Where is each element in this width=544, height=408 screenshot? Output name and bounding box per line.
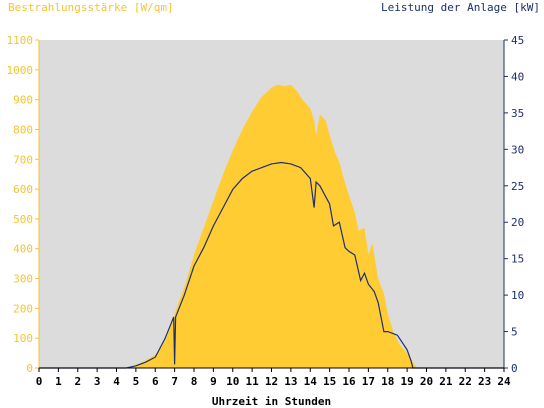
y-right-tick-label: 0 bbox=[511, 362, 518, 375]
x-tick-label: 16 bbox=[342, 375, 356, 388]
y-left-tick-label: 1000 bbox=[7, 64, 34, 77]
y-right-tick-label: 10 bbox=[511, 289, 524, 302]
x-tick-label: 5 bbox=[133, 375, 140, 388]
x-tick-label: 19 bbox=[401, 375, 414, 388]
x-tick-label: 11 bbox=[246, 375, 260, 388]
left-axis-title: Bestrahlungsstärke [W/qm] bbox=[8, 1, 174, 14]
x-tick-label: 23 bbox=[478, 375, 491, 388]
x-tick-label: 21 bbox=[439, 375, 453, 388]
y-left-tick-label: 700 bbox=[13, 153, 33, 166]
x-tick-label: 22 bbox=[459, 375, 472, 388]
x-tick-label: 12 bbox=[265, 375, 278, 388]
x-tick-label: 4 bbox=[113, 375, 120, 388]
y-right-tick-label: 40 bbox=[511, 70, 524, 83]
x-tick-label: 2 bbox=[74, 375, 81, 388]
y-left-tick-label: 800 bbox=[13, 123, 33, 136]
y-left-tick-label: 1100 bbox=[7, 34, 34, 47]
y-left-tick-label: 500 bbox=[13, 213, 33, 226]
x-tick-label: 3 bbox=[94, 375, 101, 388]
x-tick-label: 15 bbox=[323, 375, 336, 388]
y-right-tick-label: 15 bbox=[511, 253, 524, 266]
x-tick-label: 24 bbox=[497, 375, 511, 388]
x-tick-label: 6 bbox=[152, 375, 159, 388]
x-tick-label: 8 bbox=[191, 375, 198, 388]
y-right-tick-label: 5 bbox=[511, 326, 518, 339]
y-right-tick-label: 45 bbox=[511, 34, 524, 47]
x-axis-label: Uhrzeit in Stunden bbox=[212, 395, 331, 408]
y-left-tick-label: 100 bbox=[13, 332, 33, 345]
right-axis-title: Leistung der Anlage [kW] bbox=[381, 1, 540, 14]
x-tick-label: 17 bbox=[362, 375, 375, 388]
irradiance-area bbox=[39, 84, 504, 368]
x-tick-label: 14 bbox=[304, 375, 318, 388]
y-right-tick-label: 35 bbox=[511, 107, 524, 120]
x-tick-label: 13 bbox=[284, 375, 297, 388]
x-tick-label: 7 bbox=[171, 375, 178, 388]
y-right-tick-label: 20 bbox=[511, 216, 524, 229]
x-tick-label: 1 bbox=[55, 375, 62, 388]
x-tick-label: 9 bbox=[210, 375, 217, 388]
x-tick-label: 20 bbox=[420, 375, 433, 388]
y-left-tick-label: 200 bbox=[13, 302, 33, 315]
y-left-tick-label: 600 bbox=[13, 183, 33, 196]
x-tick-label: 10 bbox=[226, 375, 239, 388]
y-left-tick-label: 400 bbox=[13, 243, 33, 256]
y-right-tick-label: 30 bbox=[511, 143, 524, 156]
y-left-tick-label: 300 bbox=[13, 273, 33, 286]
y-left-tick-label: 900 bbox=[13, 94, 33, 107]
y-right-tick-label: 25 bbox=[511, 180, 524, 193]
x-tick-label: 18 bbox=[381, 375, 394, 388]
y-left-tick-label: 0 bbox=[26, 362, 33, 375]
power-line bbox=[39, 161, 504, 369]
x-tick-label: 0 bbox=[36, 375, 43, 388]
